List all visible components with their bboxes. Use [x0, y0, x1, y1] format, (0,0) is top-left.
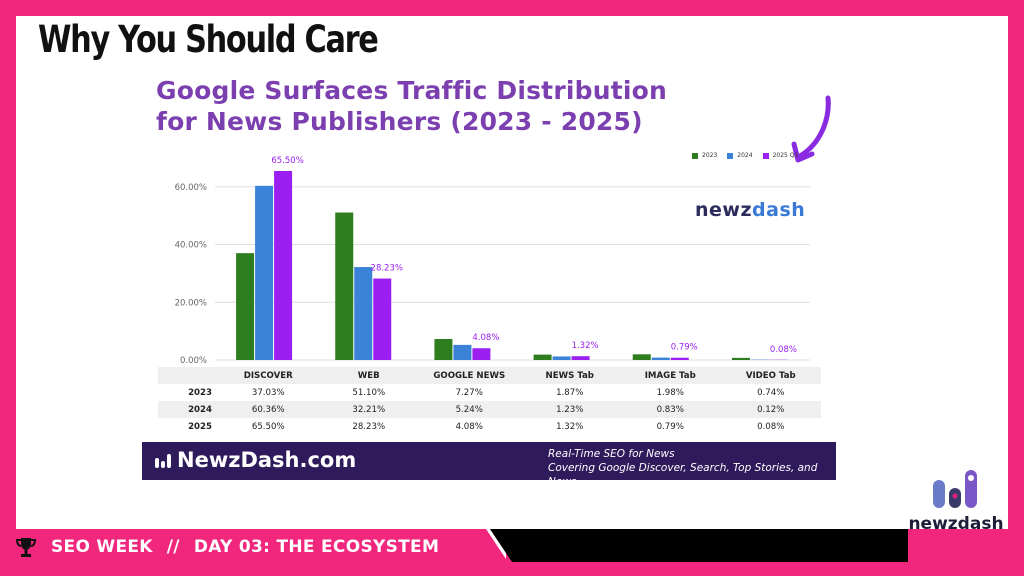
newzdash-logo-icon [155, 452, 171, 468]
table-cell: 37.03% [251, 387, 285, 398]
data-table: DISCOVER WEB GOOGLE NEWS NEWS Tab IMAGE … [158, 367, 821, 435]
table-cell: 0.79% [656, 421, 684, 432]
table-cell: 5.24% [455, 404, 483, 415]
data-label: 1.32% [572, 341, 599, 351]
banner-logo: NewzDash.com [155, 448, 356, 472]
table-cell: 1.23% [556, 404, 584, 415]
table-cell: 1.87% [556, 387, 584, 398]
table-cell: 1.98% [656, 387, 684, 398]
bar-2025-q1 [373, 278, 392, 360]
banner-tagline: Real-Time SEO for News Covering Google D… [548, 448, 818, 488]
bar-2024 [255, 185, 274, 360]
table-header-row: DISCOVER WEB GOOGLE NEWS NEWS Tab IMAGE … [158, 367, 821, 384]
table-cell: 0.74% [757, 387, 785, 398]
bar-2024 [651, 357, 670, 360]
table-row: 2023 37.03% 51.10% 7.27% 1.87% 1.98% 0.7… [158, 384, 821, 401]
legend-item-2025: 2025 Q1 [762, 152, 798, 159]
table-cell: 0.08% [757, 421, 785, 432]
bar-2025-q1 [571, 356, 590, 360]
chart-legend: 2023 2024 2025 Q1 [692, 152, 798, 159]
table-header-cell: VIDEO Tab [745, 370, 796, 381]
row-label: 2024 [188, 404, 212, 415]
curved-arrow-icon [791, 95, 831, 163]
table-cell: 4.08% [455, 421, 483, 432]
table-cell: 60.36% [251, 404, 285, 415]
legend-swatch [727, 152, 734, 159]
chart-brand-logo: newzdash [695, 199, 806, 221]
legend-swatch [692, 152, 698, 159]
bar-2023 [236, 253, 255, 360]
table-cell: 0.12% [757, 404, 785, 415]
row-label: 2023 [188, 387, 212, 398]
promo-banner: NewzDash.com Real-Time SEO for News Cove… [142, 442, 836, 488]
bar-2024 [552, 356, 571, 360]
table-row: 2024 60.36% 32.21% 5.24% 1.23% 0.83% 0.1… [158, 401, 821, 418]
table-cell: 65.50% [251, 421, 285, 432]
data-label: 4.08% [472, 333, 499, 343]
legend-item-2024: 2024 [727, 152, 753, 159]
bar-2024 [453, 344, 472, 360]
table-cell: 1.32% [556, 421, 584, 432]
table-header-cell: GOOGLE NEWS [433, 370, 506, 381]
bar-2023 [434, 339, 453, 360]
bar-chart: 0.00%20.00%40.00%60.00%65.50%DISCOVER28.… [175, 156, 810, 377]
chart-title-line2: for News Publishers (2023 - 2025) [156, 107, 643, 136]
footer-event-name: SEO WEEK [51, 537, 153, 557]
trophy-icon [15, 538, 37, 557]
corner-brand-word: newzdash [908, 514, 1004, 534]
y-tick-label: 40.00% [175, 241, 207, 251]
bar-2025-q1 [670, 357, 689, 360]
legend-item-2023: 2023 [692, 152, 717, 159]
legend-swatch [762, 152, 769, 159]
y-tick-label: 20.00% [175, 298, 207, 308]
bar-2025-q1 [274, 170, 293, 360]
table-cell: 28.23% [352, 421, 386, 432]
data-label: 0.08% [770, 345, 797, 355]
bar-2025-q1 [472, 348, 491, 360]
banner-site-name: NewzDash.com [177, 448, 357, 472]
chart-title: Google Surfaces Traffic Distribution for… [156, 75, 667, 137]
bar-2024 [354, 267, 373, 360]
newzdash-logo-icon [933, 470, 977, 508]
table-header-cell: WEB [357, 370, 380, 381]
y-tick-label: 0.00% [180, 356, 207, 366]
data-label: 28.23% [371, 264, 403, 274]
bar-2023 [632, 354, 651, 360]
table-cell: 0.83% [656, 404, 684, 415]
corner-brand-logo: newzdash [906, 466, 1006, 534]
table-cell: 51.10% [352, 387, 386, 398]
footer-black-band [490, 529, 908, 562]
data-label: 65.50% [271, 156, 303, 166]
data-label: 0.79% [671, 343, 698, 353]
slide-title: Why You Should Care [38, 18, 379, 61]
footer-day-label: DAY 03: THE ECOSYSTEM [193, 537, 440, 557]
table-header-cell: IMAGE Tab [644, 370, 696, 381]
footer-event-bar: SEO WEEK // DAY 03: THE ECOSYSTEM [15, 536, 439, 558]
table-cell: 7.27% [455, 387, 483, 398]
row-label: 2025 [188, 421, 212, 432]
bar-2023 [533, 354, 552, 360]
y-tick-label: 60.00% [175, 183, 207, 193]
bar-2023 [335, 212, 354, 360]
table-header-cell: DISCOVER [243, 370, 293, 381]
bar-2023 [731, 357, 750, 360]
footer-separator: // [166, 537, 180, 557]
table-cell: 32.21% [352, 404, 386, 415]
table-row: 2025 65.50% 28.23% 4.08% 1.32% 0.79% 0.0… [158, 418, 821, 435]
table-header-cell: NEWS Tab [545, 370, 594, 381]
chart-title-line1: Google Surfaces Traffic Distribution [156, 76, 668, 105]
